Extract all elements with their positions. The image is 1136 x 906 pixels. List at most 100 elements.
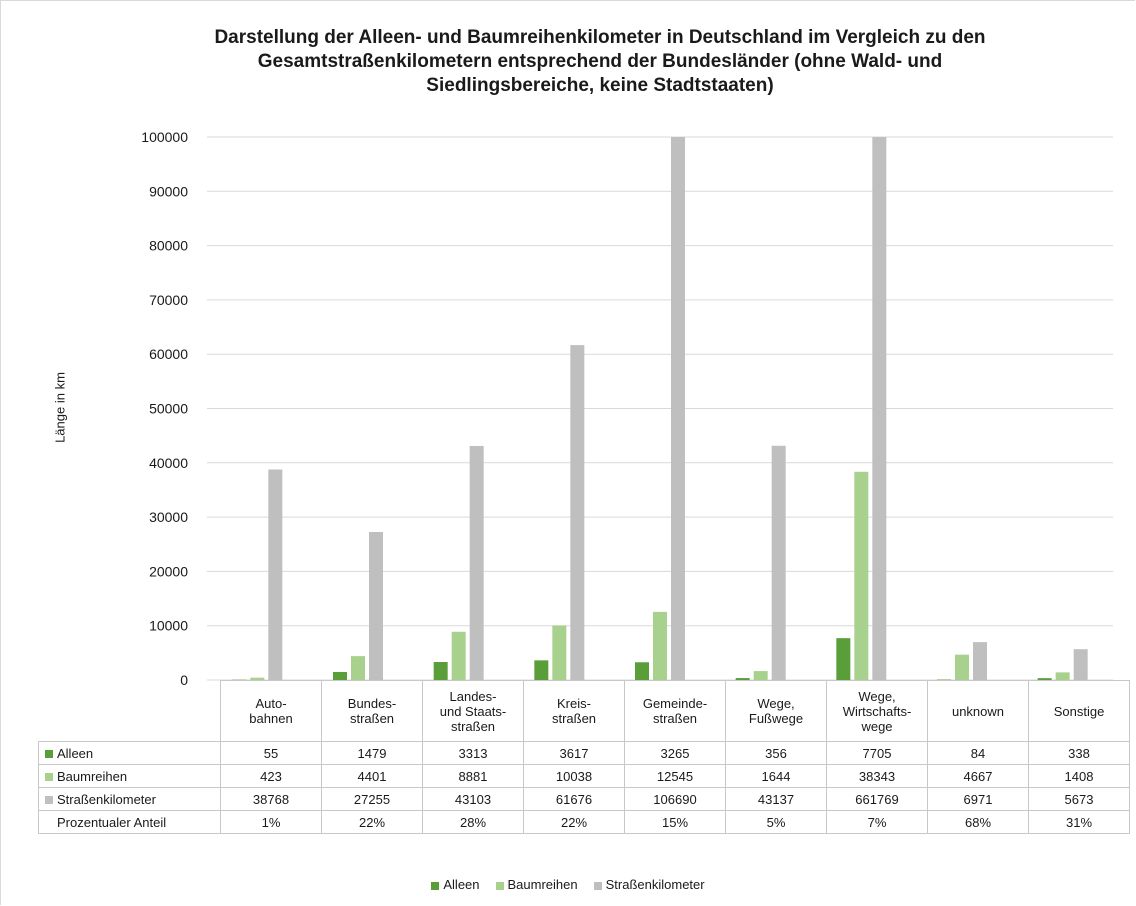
row-swatch [45,773,53,782]
table-row: Prozentualer Anteil 1% 22% 28% 22% 15% 5% 7% 68%… [38,810,1130,834]
data-label: 4401 [321,764,423,788]
bar-alleen [333,671,347,680]
bar-baumreihen [1055,672,1070,680]
legend-item: Straßenkilometer [593,877,705,892]
chart-title-line-3: Siedlingsbereiche, keine Stadtstaaten) [426,75,774,96]
data-label: 1644 [725,764,827,788]
data-label: 22% [523,810,625,834]
y-tick-label: 50000 [149,401,188,417]
data-label: 661769 [826,787,928,811]
category-label: Gemeinde-straßen [624,680,726,742]
row-swatch [45,796,53,805]
legend-swatch [431,881,440,890]
data-label: 68% [927,810,1029,834]
bar-alleen [1037,678,1052,680]
y-tick-label: 60000 [149,346,188,362]
chart-title-line-2: Gesamtstraßenkilometern entsprechend der… [257,51,943,72]
data-label: 3313 [422,741,524,765]
bar-alleen [534,660,549,680]
bar-stra-enkilometer [369,532,383,680]
table-corner [39,681,221,742]
y-tick-label: 40000 [149,455,188,471]
bar-stra-enkilometer [872,137,887,680]
chart-title-line-1: Darstellung der Alleen- und Baumreihenki… [214,27,986,48]
data-label: 38343 [826,764,928,788]
bar-stra-enkilometer [268,469,283,680]
data-label: 7% [826,810,928,834]
data-label: 6971 [927,787,1029,811]
data-table: Auto-bahnen Bundes-straßen Landes-und Staa… [38,680,1130,834]
data-label: 5673 [1028,787,1130,811]
data-label: 106690 [624,787,726,811]
y-tick-label: 10000 [149,618,188,634]
category-label: Wege, Fußwege [725,680,827,742]
row-label: Baumreihen [38,764,221,788]
bar-baumreihen [552,625,567,680]
data-label: 1408 [1028,764,1130,788]
chart-title: Darstellung der Alleen- und Baumreihenki… [100,26,1100,98]
data-label: 15% [624,810,726,834]
data-label: 4667 [927,764,1029,788]
bar-baumreihen [250,677,265,680]
y-tick-label: 70000 [149,292,188,308]
bar-alleen [635,662,649,680]
data-label: 61676 [523,787,625,811]
data-label: 10038 [523,764,625,788]
y-tick-label: 20000 [149,563,188,579]
bar-stra-enkilometer [671,137,685,680]
data-label: 7705 [826,741,928,765]
data-label: 423 [220,764,322,788]
data-label: 3265 [624,741,726,765]
bar-baumreihen [753,671,768,680]
bar-baumreihen [351,656,365,680]
bar-alleen [735,678,750,680]
bar-stra-enkilometer [973,642,987,680]
table-row: Alleen 55 1479 3313 3617 3265 356 7705 84 338 [38,741,1130,765]
data-label: 3617 [523,741,625,765]
table-header-row: Auto-bahnen Bundes-straßen Landes-und Staa… [39,680,1130,742]
bar-stra-enkilometer [771,445,786,680]
bar-stra-enkilometer [1073,649,1088,680]
data-label: 27255 [321,787,423,811]
y-tick-label: 30000 [149,509,188,525]
bar-baumreihen [653,611,667,680]
bar-baumreihen [451,631,466,680]
category-label: Wege, Wirtschafts-wege [826,680,928,742]
data-label: 22% [321,810,423,834]
category-label: Landes-und Staats-straßen [422,680,524,742]
category-label: Auto-bahnen [220,680,322,742]
bar-baumreihen [955,654,969,680]
data-label: 12545 [624,764,726,788]
row-label: Straßenkilometer [38,787,221,811]
chart-legend: Alleen Baumreihen Straßenkilometer [0,877,1136,892]
row-label: Prozentualer Anteil [38,810,221,834]
data-label: 28% [422,810,524,834]
legend-swatch [593,881,602,890]
bar-baumreihen [854,471,869,680]
y-tick-label: 0 [180,672,188,688]
data-label: 38768 [220,787,322,811]
table-row: Straßenkilometer 38768 27255 43103 61676 1066… [38,787,1130,811]
data-label: 43103 [422,787,524,811]
row-label: Alleen [38,741,221,765]
category-label: unknown [927,680,1029,742]
legend-swatch [495,881,504,890]
bar-alleen [836,638,851,680]
legend-item: Baumreihen [495,877,578,892]
data-label: 356 [725,741,827,765]
bar-stra-enkilometer [469,445,484,680]
data-label: 84 [927,741,1029,765]
row-swatch [45,750,53,759]
data-label: 1479 [321,741,423,765]
data-label: 338 [1028,741,1130,765]
bar-stra-enkilometer [570,345,585,680]
y-tick-label: 80000 [149,238,188,254]
data-label: 5% [725,810,827,834]
data-label: 43137 [725,787,827,811]
category-label: Bundes-straßen [321,680,423,742]
legend-item: Alleen [431,877,480,892]
data-label: 31% [1028,810,1130,834]
y-tick-label: 100000 [141,129,188,145]
